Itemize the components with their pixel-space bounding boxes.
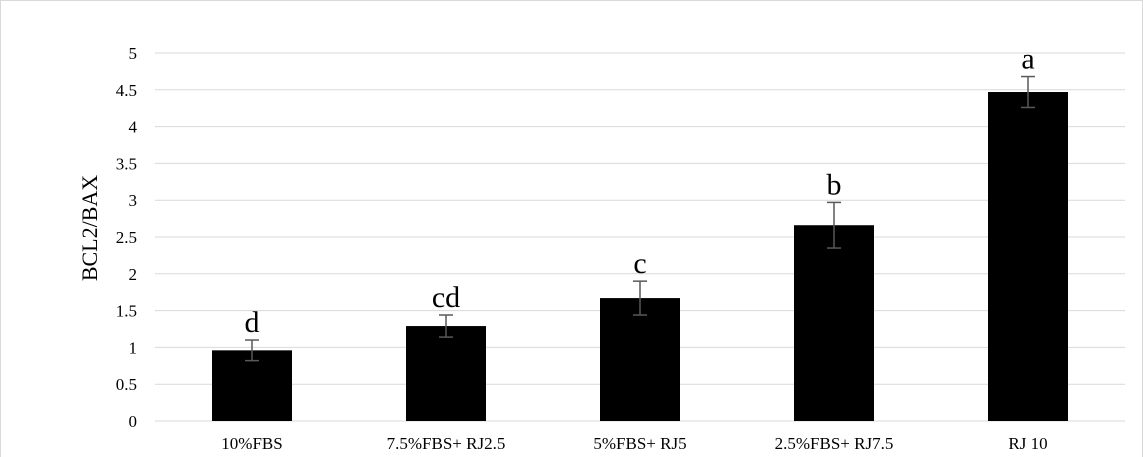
- significance-label: c: [633, 247, 646, 280]
- x-tick-label: 2.5%FBS+ RJ7.5: [775, 434, 894, 453]
- x-tick-label: 5%FBS+ RJ5: [593, 434, 686, 453]
- y-tick-label: 0.5: [116, 375, 137, 394]
- x-tick-label: 7.5%FBS+ RJ2.5: [387, 434, 506, 453]
- significance-label: d: [245, 306, 260, 339]
- bar: [600, 298, 680, 421]
- y-tick-label: 2: [129, 265, 138, 284]
- y-tick-label: 5: [129, 44, 138, 63]
- x-tick-label: 10%FBS: [221, 434, 282, 453]
- bar: [794, 225, 874, 421]
- x-tick-label: RJ 10: [1008, 434, 1047, 453]
- y-tick-label: 1: [129, 338, 138, 357]
- bar: [406, 326, 486, 421]
- x-axis-tick-labels: 10%FBS 7.5%FBS+ RJ2.5 5%FBS+ RJ5 2.5%FBS+ R…: [221, 434, 1047, 453]
- y-tick-label: 4: [129, 118, 138, 137]
- significance-label: cd: [432, 281, 460, 314]
- y-tick-label: 0: [129, 412, 138, 431]
- significance-label: a: [1021, 43, 1034, 76]
- y-tick-label: 4.5: [116, 81, 137, 100]
- y-axis-title: BCL2/BAX: [77, 175, 102, 281]
- y-tick-label: 1.5: [116, 302, 137, 321]
- error-bars: [245, 75, 1035, 362]
- bars: [212, 92, 1068, 422]
- significance-label: b: [827, 168, 842, 201]
- significance-labels: d cd c b a: [245, 43, 1035, 339]
- gridlines: [155, 52, 1125, 422]
- y-axis-tick-labels: 0 0.5 1 1.5 2 2.5 3 3.5 4 4.5 5: [116, 44, 138, 431]
- y-tick-label: 3: [129, 191, 138, 210]
- y-tick-label: 3.5: [116, 154, 137, 173]
- y-tick-label: 2.5: [116, 228, 137, 247]
- bar: [988, 92, 1068, 422]
- bar: [212, 350, 292, 421]
